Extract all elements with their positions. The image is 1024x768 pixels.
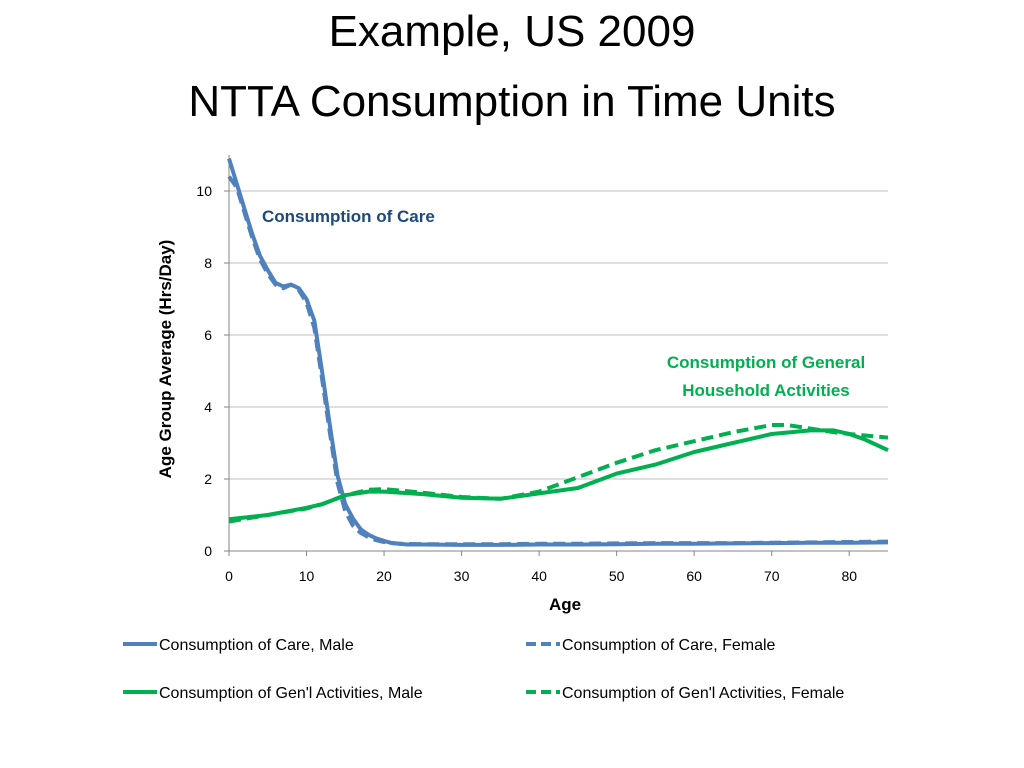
- slide-title-line-1: Example, US 2009: [328, 7, 696, 56]
- y-axis-title: Age Group Average (Hrs/Day): [156, 240, 175, 479]
- x-tick-label: 80: [841, 568, 857, 584]
- legend-label-general-male: Consumption of Gen'l Activities, Male: [159, 685, 423, 702]
- y-tick-label: 0: [204, 543, 212, 559]
- legend: Consumption of Care, Male Consumption of…: [123, 637, 844, 702]
- x-tick-label: 70: [764, 568, 780, 584]
- y-tick-label: 4: [204, 399, 212, 415]
- y-tick-label: 8: [204, 255, 212, 271]
- legend-item-general-female: Consumption of Gen'l Activities, Female: [526, 685, 844, 702]
- series-line-2: [228, 428, 889, 522]
- legend-label-care-female: Consumption of Care, Female: [562, 637, 776, 654]
- y-tick-label: 6: [204, 327, 212, 343]
- y-tick-label: 10: [196, 183, 212, 199]
- x-axis-title: Age: [549, 595, 581, 614]
- x-tick-label: 40: [531, 568, 547, 584]
- legend-label-general-female: Consumption of Gen'l Activities, Female: [562, 685, 844, 702]
- legend-item-general-male: Consumption of Gen'l Activities, Male: [123, 685, 423, 702]
- annotation-care: Consumption of Care: [262, 207, 435, 226]
- x-tick-label: 20: [376, 568, 392, 584]
- legend-item-care-male: Consumption of Care, Male: [123, 637, 354, 654]
- x-tick-label: 0: [225, 568, 233, 584]
- x-tick-label: 60: [686, 568, 702, 584]
- legend-item-care-female: Consumption of Care, Female: [526, 637, 776, 654]
- legend-label-care-male: Consumption of Care, Male: [159, 637, 354, 654]
- series-line-3: [228, 423, 889, 524]
- x-tick-label: 50: [609, 568, 625, 584]
- axes: 0 2 4 6 8 10 0 10 20 30 40 50 60 70 80: [196, 155, 888, 584]
- series-lines: [227, 158, 889, 547]
- y-tick-label: 2: [204, 471, 212, 487]
- series-line-1: [227, 175, 889, 547]
- x-tick-label: 10: [299, 568, 315, 584]
- x-tick-label: 30: [454, 568, 470, 584]
- gridlines: [229, 190, 888, 480]
- annotation-general-line-2: Household Activities: [682, 381, 850, 400]
- annotation-general-line-1: Consumption of General: [667, 353, 865, 372]
- slide-title-line-2: NTTA Consumption in Time Units: [188, 77, 836, 126]
